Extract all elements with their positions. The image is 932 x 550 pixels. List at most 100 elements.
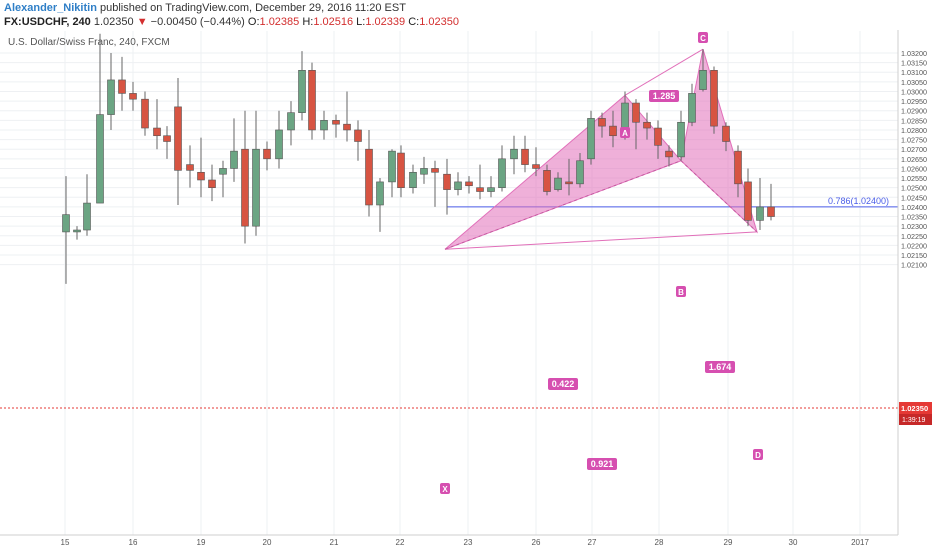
price-axis[interactable]: 1.032001.031501.031001.030501.030001.029… xyxy=(897,30,932,535)
price-tick-label: 1.02150 xyxy=(901,251,927,260)
candle xyxy=(219,160,227,198)
time-tick-label: 22 xyxy=(396,538,405,547)
candle-body xyxy=(632,102,640,123)
time-axis[interactable]: 15 16 19 20 21 22 23 26 27 28 29 30 2017 xyxy=(0,534,932,550)
candle xyxy=(632,99,640,150)
candle xyxy=(388,149,396,198)
price-tick-label: 1.02600 xyxy=(901,164,927,173)
pattern-xd-line xyxy=(444,231,758,250)
candle-body xyxy=(420,168,428,175)
candle xyxy=(609,110,617,148)
ratio-label-bg xyxy=(705,361,735,373)
candle-body xyxy=(654,127,662,146)
candle xyxy=(287,101,295,146)
candle-body xyxy=(587,118,595,160)
candle xyxy=(454,172,462,196)
candle xyxy=(688,83,696,127)
price-tick-label: 1.02700 xyxy=(901,145,927,154)
candle xyxy=(332,114,340,138)
candle-body xyxy=(510,148,518,160)
candle xyxy=(532,147,540,177)
price-change: −0.00450 (−0.44%) xyxy=(150,16,245,28)
candle-body xyxy=(365,148,373,206)
candle xyxy=(298,51,306,121)
candle-body xyxy=(734,150,742,185)
open-value: 1.02385 xyxy=(259,16,300,28)
candle-body xyxy=(576,160,584,185)
point-label-X: X xyxy=(442,485,448,494)
candle xyxy=(699,49,707,92)
candle-body xyxy=(397,152,405,188)
candle-body xyxy=(376,181,384,206)
chart-header: Alexander_Nikitin published on TradingVi… xyxy=(0,0,932,30)
candle-body xyxy=(73,229,81,233)
candle xyxy=(208,164,216,202)
candle xyxy=(343,91,351,142)
time-axis-bg xyxy=(0,535,932,550)
candle xyxy=(487,176,495,198)
price-tick-label: 1.02750 xyxy=(901,136,927,145)
ratio-label: 0.921 xyxy=(591,459,614,469)
candle-body xyxy=(354,129,362,142)
price-tick-label: 1.02500 xyxy=(901,184,927,193)
time-tick-label: 30 xyxy=(789,538,798,547)
candle-body xyxy=(665,150,673,158)
current-price-label: 1.02350 xyxy=(901,404,928,413)
price-chart[interactable]: U.S. Dollar/Swiss Franc, 240, FXCM 0.786… xyxy=(0,30,932,550)
time-tick-label: 16 xyxy=(129,538,138,547)
candle xyxy=(73,226,81,240)
candle xyxy=(409,164,417,194)
pattern-labels: X A B C D 1.285 0.422 1.674 0.921 xyxy=(440,32,763,494)
price-tick-label: 1.02550 xyxy=(901,174,927,183)
candle xyxy=(252,110,260,236)
open-label: O: xyxy=(247,16,260,28)
candle-body xyxy=(710,70,718,127)
time-tick-label: 2017 xyxy=(851,538,869,547)
point-label-D: D xyxy=(755,451,761,460)
candle xyxy=(510,135,518,175)
low-label: L: xyxy=(356,16,366,28)
time-tick-label: 27 xyxy=(588,538,597,547)
candle xyxy=(587,110,595,165)
price-tick-label: 1.03000 xyxy=(901,87,927,96)
candle xyxy=(576,153,584,188)
candle xyxy=(275,110,283,169)
ratio-label-bg xyxy=(548,378,578,390)
point-label-C: C xyxy=(700,34,706,43)
price-tick-label: 1.03150 xyxy=(901,59,927,68)
price-tick-label: 1.03200 xyxy=(901,49,927,58)
candle xyxy=(397,145,405,198)
candle xyxy=(230,118,238,182)
price-tick-label: 1.02250 xyxy=(901,232,927,241)
candle-body xyxy=(118,79,126,94)
ratio-label-bg xyxy=(649,90,679,102)
point-label-bg xyxy=(620,127,630,138)
candle xyxy=(376,178,384,232)
candle xyxy=(744,168,752,227)
candle-body xyxy=(308,70,316,131)
ratio-label: 1.285 xyxy=(653,91,676,101)
candle xyxy=(443,158,451,215)
candle xyxy=(476,164,484,200)
candle-body xyxy=(343,123,351,131)
price-tick-label: 1.02100 xyxy=(901,261,927,270)
price-tick-label: 1.02300 xyxy=(901,222,927,231)
candle xyxy=(354,120,362,161)
time-tick-label: 28 xyxy=(655,538,664,547)
candle-body xyxy=(688,93,696,123)
price-tick-label: 1.02450 xyxy=(901,193,927,202)
price-tick-label: 1.02850 xyxy=(901,116,927,125)
point-label-bg xyxy=(676,286,686,297)
candle xyxy=(241,110,249,244)
author-link[interactable]: Alexander_Nikitin xyxy=(4,2,97,14)
candle-body xyxy=(153,127,161,137)
candle-body xyxy=(699,70,707,90)
candle xyxy=(62,176,70,284)
candle xyxy=(665,145,673,167)
candle xyxy=(83,174,91,236)
publish-info: Alexander_Nikitin published on TradingVi… xyxy=(4,2,406,15)
close-label: C: xyxy=(408,16,420,28)
time-tick-label: 21 xyxy=(330,538,339,547)
price-tick-label: 1.02400 xyxy=(901,203,927,212)
candle-body xyxy=(767,206,775,217)
